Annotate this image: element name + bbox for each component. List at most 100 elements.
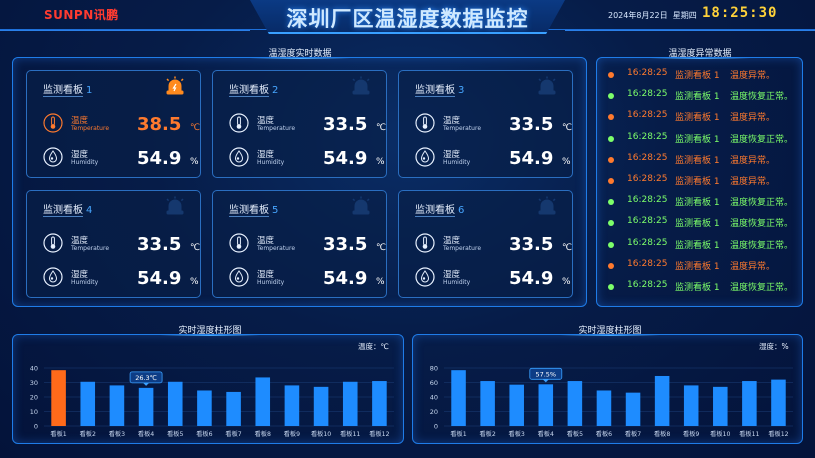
monitor-card-4[interactable]: 监测看板 4 温度 Temperature 33.5 ℃ 湿度 Humidity … — [26, 190, 201, 298]
x-tick-label: 看板4 — [138, 430, 154, 438]
alarm-icon — [536, 75, 558, 97]
bar — [138, 387, 154, 426]
humidity-unit: % — [562, 277, 571, 287]
x-tick-label: 看板6 — [196, 430, 212, 438]
alert-time: 16:28:25 — [627, 174, 668, 184]
x-tick-label: 看板9 — [284, 430, 300, 438]
alarm-icon — [350, 195, 372, 217]
card-underline — [229, 216, 269, 217]
card-underline — [229, 96, 269, 97]
temperature-value: 33.5 — [137, 234, 182, 255]
header-deco-right — [565, 30, 815, 31]
tooltip: 57.5% — [529, 367, 563, 383]
monitor-card-5[interactable]: 监测看板 5 温度 Temperature 33.5 ℃ 湿度 Humidity … — [212, 190, 387, 298]
card-number: 1 — [86, 85, 93, 96]
humidity-value: 54.9 — [137, 268, 182, 289]
monitor-card-3[interactable]: 监测看板 3 温度 Temperature 33.5 ℃ 湿度 Humidity … — [398, 70, 573, 178]
x-tick-label: 看板12 — [768, 430, 788, 438]
status-dot — [608, 72, 614, 78]
alert-item[interactable]: 16:28:25 监测看板 1 温度恢复正常。 — [608, 89, 808, 103]
alert-item[interactable]: 16:28:25 监测看板 1 温度异常。 — [608, 259, 808, 273]
alert-message: 温度异常。 — [730, 113, 776, 124]
bar — [109, 385, 125, 426]
x-tick-label: 看板3 — [509, 430, 525, 438]
bar — [313, 386, 329, 426]
x-tick-label: 看板10 — [710, 430, 730, 438]
bar — [538, 384, 554, 426]
card-title: 监测看板 2 — [229, 81, 278, 96]
card-title: 监测看板 3 — [415, 81, 464, 96]
card-title: 监测看板 1 — [43, 81, 92, 96]
monitor-card-1[interactable]: 监测看板 1 温度 Temperature 38.5 ℃ 湿度 Humidity … — [26, 70, 201, 178]
card-title: 监测看板 4 — [43, 201, 92, 216]
alert-item[interactable]: 16:28:25 监测看板 1 温度异常。 — [608, 153, 808, 167]
x-tick-label: 看板1 — [450, 430, 466, 438]
chart2-title-underline — [560, 334, 660, 336]
chart2-unit-label: 湿度：% — [759, 342, 789, 351]
x-tick-label: 看板11 — [739, 430, 759, 438]
bar — [713, 386, 728, 426]
alert-board: 监测看板 1 — [675, 283, 720, 293]
humidity-unit: % — [190, 277, 199, 287]
alert-item[interactable]: 16:28:25 监测看板 1 温度异常。 — [608, 110, 808, 124]
card-number: 5 — [272, 205, 279, 216]
tooltip-text: 26.3℃ — [135, 374, 157, 382]
x-tick-label: 看板7 — [225, 430, 241, 438]
alert-board: 监测看板 1 — [675, 219, 720, 230]
bar — [167, 381, 183, 426]
card-underline — [415, 96, 455, 97]
alert-list[interactable]: 16:28:25 监测看板 1 温度异常。 16:28:25 监测看板 1 温度… — [598, 68, 803, 298]
y-tick-label: 20 — [30, 394, 38, 402]
bar — [771, 379, 786, 426]
bar — [654, 375, 670, 426]
bar — [509, 384, 524, 426]
card-number: 3 — [458, 85, 465, 96]
alert-item[interactable]: 16:28:25 监测看板 1 温度恢复正常。 — [608, 216, 808, 230]
humidity-value: 54.9 — [137, 148, 182, 169]
monitor-card-2[interactable]: 监测看板 2 温度 Temperature 33.5 ℃ 湿度 Humidity … — [212, 70, 387, 178]
alert-item[interactable]: 16:28:25 监测看板 1 温度恢复正常。 — [608, 238, 808, 252]
temperature-bar-chart: 0 10 20 30 40 看板1 看板2 看板3 看板4 看板5 看板6 看板7 看板8 看板9 看板10… — [30, 365, 394, 438]
x-tick-label: 看板11 — [340, 430, 360, 438]
x-tick-label: 看板7 — [625, 430, 641, 438]
bar — [451, 370, 466, 426]
monitor-card-6[interactable]: 监测看板 6 温度 Temperature 33.5 ℃ 湿度 Humidity … — [398, 190, 573, 298]
temperature-row: 温度 Temperature 33.5 ℃ — [415, 113, 572, 139]
card-underline — [415, 216, 455, 217]
clock: 18:25:30 — [702, 5, 778, 21]
tooltip: 26.3℃ — [129, 371, 163, 386]
humidity-label: 湿度 — [443, 270, 461, 280]
humidity-label: 湿度 — [71, 270, 89, 280]
alert-item[interactable]: 16:28:25 监测看板 1 温度异常。 — [608, 68, 808, 82]
x-tick-label: 看板3 — [109, 430, 125, 438]
chart2-title: 实时湿度柱形图 — [578, 326, 642, 336]
weekday-value: 星期四 — [672, 11, 697, 20]
bar — [742, 381, 757, 426]
alert-item[interactable]: 16:28:25 监测看板 1 温度恢复正常。 — [608, 280, 808, 294]
alert-item[interactable]: 16:28:25 监测看板 1 温度恢复正常。 — [608, 195, 808, 209]
alert-board: 监测看板 1 — [675, 134, 720, 145]
humidity-row: 湿度 Humidity 54.9 % — [229, 267, 385, 293]
y-tick-label: 20 — [430, 408, 438, 416]
alert-item[interactable]: 16:28:25 监测看板 1 温度恢复正常。 — [608, 132, 808, 146]
alert-board: 监测看板 1 — [675, 92, 720, 103]
temperature-unit: ℃ — [562, 123, 573, 133]
temperature-unit: ℃ — [376, 123, 387, 133]
card-title-text: 监测看板 — [415, 85, 455, 96]
x-tick-label: 看板4 — [538, 430, 554, 438]
card-number: 2 — [272, 85, 279, 96]
title-tab — [250, 0, 565, 34]
temperature-value: 33.5 — [323, 234, 368, 255]
header-deco-left — [0, 30, 250, 31]
alert-item[interactable]: 16:28:25 监测看板 1 温度异常。 — [608, 174, 808, 188]
temperature-value: 33.5 — [509, 114, 554, 135]
realtime-panel-title: 温湿度实时数据 — [268, 49, 332, 59]
bar — [284, 385, 300, 426]
alert-message: 温度异常。 — [730, 155, 776, 166]
temperature-label-en: Temperature — [71, 125, 110, 132]
chart2-panel — [412, 334, 803, 444]
alarm-icon — [536, 195, 558, 217]
card-number: 6 — [458, 205, 465, 216]
realtime-title-underline — [250, 57, 350, 59]
tooltip-pointer — [143, 382, 150, 386]
